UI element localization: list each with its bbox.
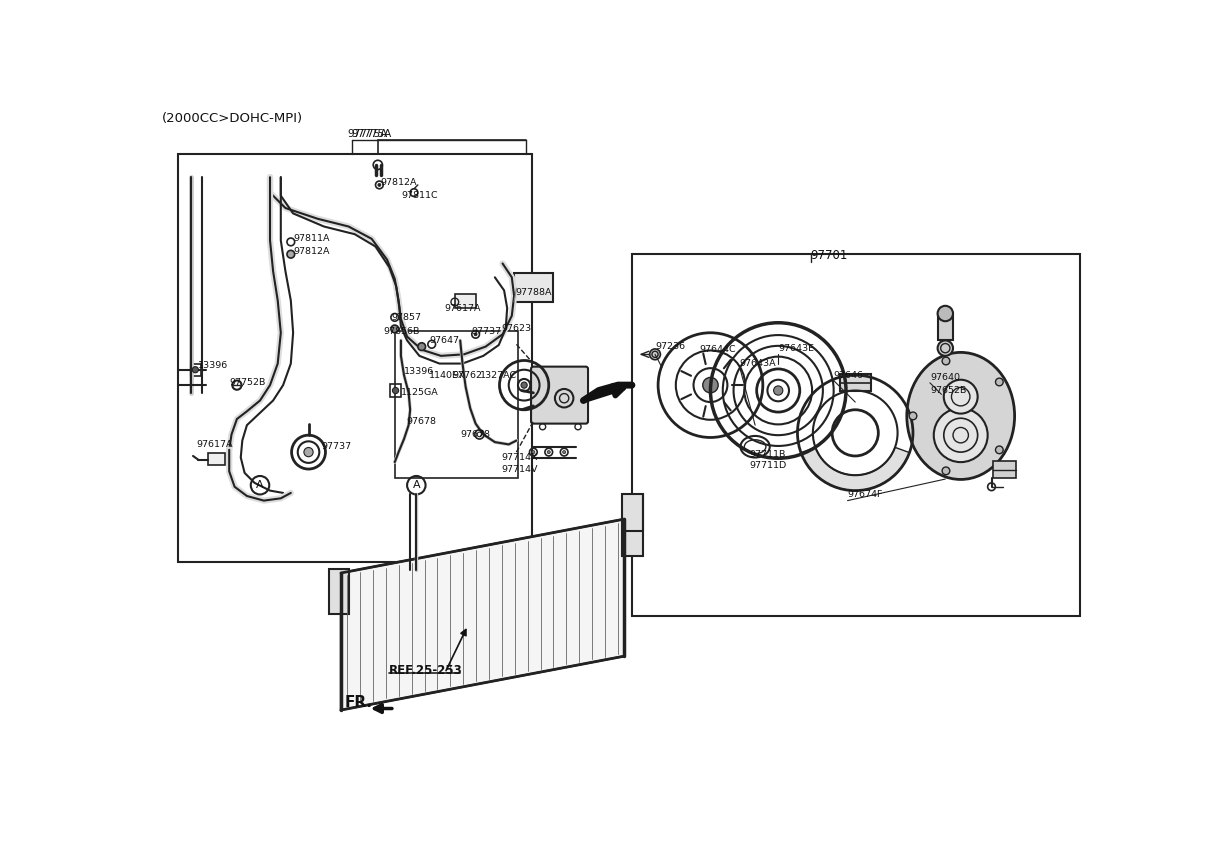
Circle shape xyxy=(304,448,313,457)
Bar xyxy=(993,460,1016,477)
Text: 97646: 97646 xyxy=(834,371,864,380)
Text: 97678: 97678 xyxy=(406,417,436,426)
Ellipse shape xyxy=(907,353,1015,479)
Text: 97775A: 97775A xyxy=(348,129,388,139)
Bar xyxy=(840,374,870,391)
Bar xyxy=(514,273,552,302)
Text: 97643A: 97643A xyxy=(739,359,776,368)
Wedge shape xyxy=(800,448,909,491)
Text: 97788A: 97788A xyxy=(515,288,551,297)
Bar xyxy=(329,569,349,614)
Text: 97711D: 97711D xyxy=(749,460,786,470)
Text: 1125GA: 1125GA xyxy=(401,388,438,398)
Bar xyxy=(938,314,953,340)
Text: A: A xyxy=(412,480,420,490)
Circle shape xyxy=(531,450,535,454)
Circle shape xyxy=(938,306,953,321)
Bar xyxy=(390,384,401,397)
Circle shape xyxy=(942,467,950,475)
Text: 97762: 97762 xyxy=(453,371,482,380)
FancyBboxPatch shape xyxy=(531,366,588,424)
Circle shape xyxy=(650,349,661,360)
Text: FR.: FR. xyxy=(345,695,373,710)
Text: 97812A: 97812A xyxy=(293,248,329,256)
Bar xyxy=(177,154,531,562)
Circle shape xyxy=(521,382,528,388)
Bar xyxy=(632,254,1080,616)
Text: 97643E: 97643E xyxy=(778,343,814,353)
Text: 1327AC: 1327AC xyxy=(480,371,517,380)
Text: 97640: 97640 xyxy=(930,373,960,382)
Circle shape xyxy=(192,366,198,373)
Circle shape xyxy=(774,386,783,395)
Text: A: A xyxy=(256,480,264,490)
Circle shape xyxy=(995,446,1004,454)
Circle shape xyxy=(378,183,381,187)
Text: (2000CC>DOHC-MPI): (2000CC>DOHC-MPI) xyxy=(163,112,304,125)
Text: 97714X: 97714X xyxy=(501,453,537,462)
Bar xyxy=(208,453,225,466)
Text: 97701: 97701 xyxy=(810,249,848,262)
Circle shape xyxy=(942,357,950,365)
Text: 97812A: 97812A xyxy=(381,178,416,187)
Text: 97714V: 97714V xyxy=(501,466,537,474)
Circle shape xyxy=(390,325,399,332)
Text: 13396: 13396 xyxy=(198,360,229,370)
Circle shape xyxy=(703,377,718,393)
Polygon shape xyxy=(340,519,624,710)
Circle shape xyxy=(909,412,917,420)
Bar xyxy=(190,364,201,376)
Text: 97617A: 97617A xyxy=(444,304,481,313)
Text: 97737: 97737 xyxy=(471,326,502,336)
Circle shape xyxy=(393,388,399,393)
Bar xyxy=(395,332,518,477)
Text: 13396: 13396 xyxy=(404,366,435,376)
Text: 97711B: 97711B xyxy=(749,450,786,459)
Text: 97811A: 97811A xyxy=(293,234,329,243)
Circle shape xyxy=(417,343,426,350)
Circle shape xyxy=(944,380,978,414)
Text: REF.25-253: REF.25-253 xyxy=(388,663,463,677)
Text: 97678: 97678 xyxy=(460,430,490,439)
Text: 97811C: 97811C xyxy=(401,191,437,200)
Text: 97856B: 97856B xyxy=(383,326,420,336)
Text: 97737: 97737 xyxy=(322,442,351,451)
Circle shape xyxy=(938,340,953,356)
Circle shape xyxy=(547,450,551,454)
Text: 97647: 97647 xyxy=(430,336,459,345)
Circle shape xyxy=(286,250,295,258)
Text: 97236: 97236 xyxy=(655,342,685,351)
Text: 97652B: 97652B xyxy=(930,386,966,395)
Text: 97644C: 97644C xyxy=(699,345,736,354)
Circle shape xyxy=(934,408,988,462)
Circle shape xyxy=(474,332,477,336)
Text: 1140EX: 1140EX xyxy=(430,371,466,380)
Text: 97857: 97857 xyxy=(390,313,421,322)
Circle shape xyxy=(995,378,1004,386)
Text: 97617A: 97617A xyxy=(196,440,233,449)
Text: 97674F: 97674F xyxy=(847,490,883,499)
Circle shape xyxy=(563,450,565,454)
Text: 97752B: 97752B xyxy=(229,378,266,388)
Bar xyxy=(622,494,644,556)
Text: 97623: 97623 xyxy=(501,325,531,333)
Bar xyxy=(455,294,476,308)
Text: 97775A: 97775A xyxy=(351,129,392,139)
